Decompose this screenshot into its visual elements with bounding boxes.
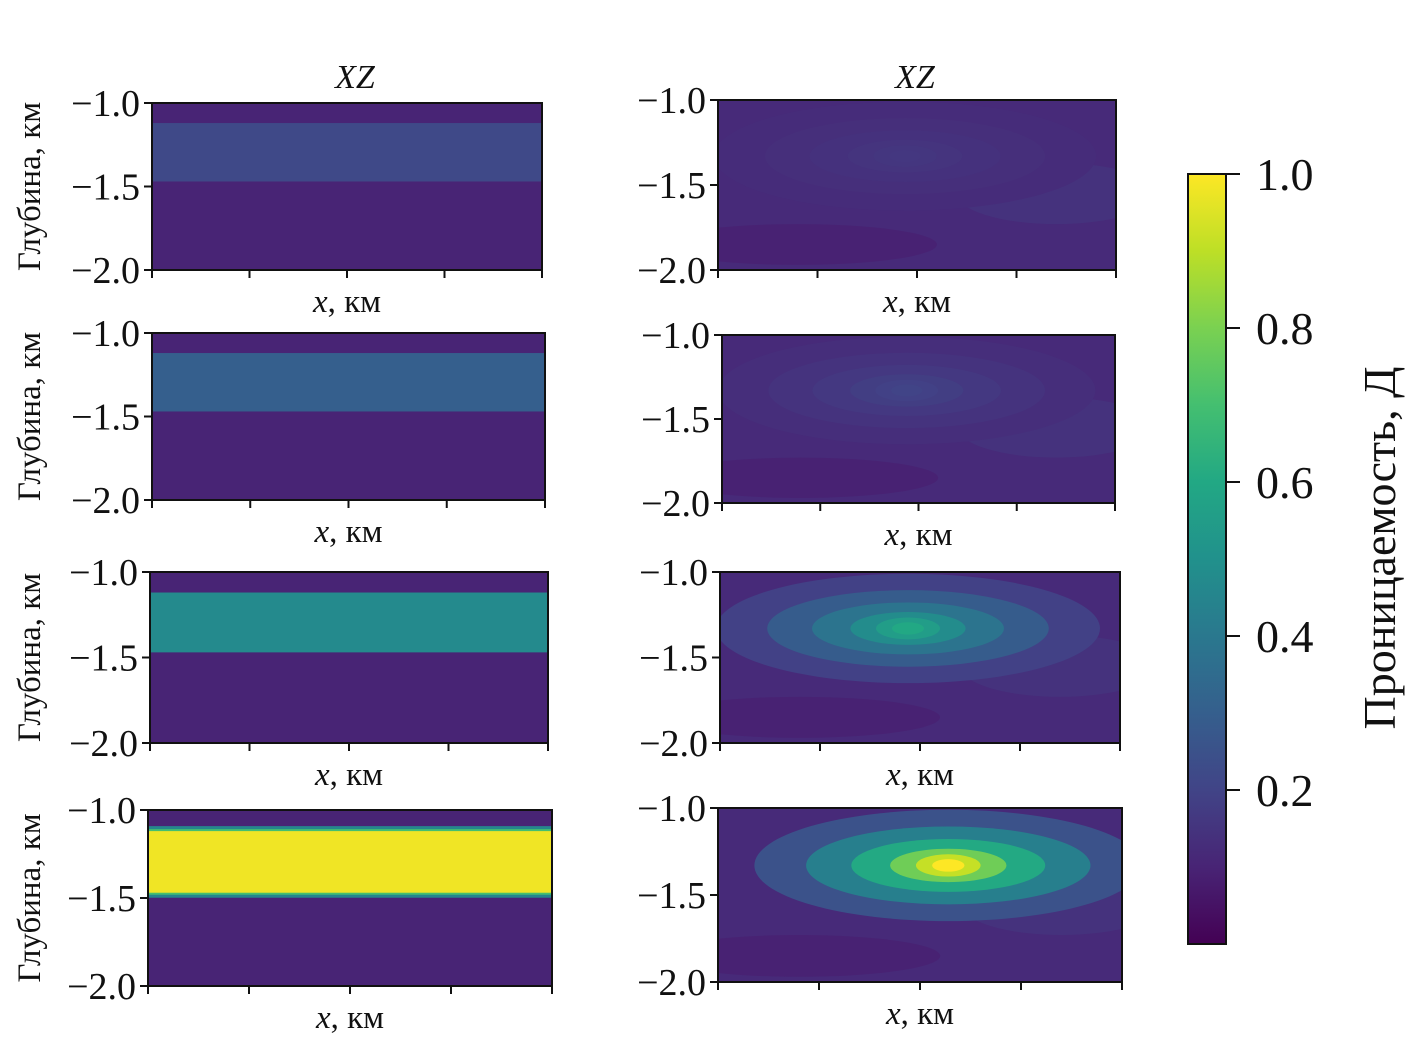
contour-level [892, 622, 924, 635]
panel-field [722, 335, 1115, 503]
panel-r3-c1: −1.0 −1.5 −2.0 x, км Глубина, км [12, 552, 549, 793]
y-tick-label: −1.5 [639, 638, 708, 680]
column-title-left: XZ [333, 59, 376, 96]
y-axis-label: Глубина, км [12, 573, 48, 742]
y-tick-label: −2.0 [71, 250, 140, 292]
low-zone [722, 457, 939, 498]
colorbar-tick-label: 1.0 [1256, 149, 1314, 200]
panel-r2-c1: −1.0 −1.5 −2.0 x, км Глубина, км [12, 313, 546, 550]
panel-r1-c1: −1.0 −1.5 −2.0 x, км Глубина, км [12, 83, 543, 320]
permeable-layer [148, 831, 552, 893]
colorbar-gradient [1187, 173, 1227, 945]
panel-field [718, 100, 1116, 270]
y-tick-label: −1.0 [641, 315, 710, 357]
y-axis-label: Глубина, км [12, 813, 48, 982]
colorbar-tick-label: 0.6 [1256, 457, 1314, 508]
y-tick-label: −1.0 [71, 313, 140, 355]
y-tick-label: −2.0 [637, 250, 706, 292]
panel-r4-c1: −1.0 −1.5 −2.0 x, км Глубина, км [12, 790, 553, 1036]
y-tick-label: −1.5 [637, 875, 706, 917]
column-title-right: XZ [893, 59, 936, 96]
y-tick-label: −1.5 [71, 167, 140, 209]
y-tick-label: −1.0 [69, 552, 138, 594]
colorbar-label: Проницаемость, Д [1354, 366, 1405, 729]
x-axis-label: x, км [882, 284, 951, 320]
permeable-layer [152, 123, 542, 182]
y-tick-label: −1.5 [71, 397, 140, 439]
contour-level [890, 384, 923, 397]
x-axis-label: x, км [314, 757, 383, 793]
panel-field [148, 810, 552, 986]
y-tick-label: −1.5 [69, 638, 138, 680]
panel-field [718, 808, 1122, 982]
y-tick-label: −1.0 [637, 80, 706, 122]
x-axis-label: x, км [885, 996, 954, 1032]
y-tick-label: −2.0 [641, 483, 710, 525]
x-axis-label: x, км [883, 517, 952, 553]
panels-group: −1.0 −1.5 −2.0 x, км Глубина, км −1.0 −1.5 −2.0… [12, 80, 1123, 1036]
y-tick-label: −2.0 [71, 480, 140, 522]
y-axis-label: Глубина, км [12, 332, 48, 501]
colorbar: 1.0 0.8 0.6 0.4 0.2 Проницаемость, Д [1187, 149, 1405, 945]
x-axis-label: x, км [885, 757, 954, 793]
y-tick-label: −2.0 [69, 723, 138, 765]
x-axis-label: x, км [313, 514, 382, 550]
y-tick-label: −2.0 [67, 966, 136, 1008]
panel-field [150, 572, 548, 743]
panel-r4-c2: −1.0 −1.5 −2.0 x, км [637, 788, 1123, 1032]
x-axis-label: x, км [312, 284, 381, 320]
y-tick-label: −1.0 [67, 790, 136, 832]
panel-field [720, 572, 1120, 743]
colorbar-tick-label: 0.2 [1256, 765, 1314, 816]
x-axis-label: x, км [315, 1000, 384, 1036]
colorbar-tick-label: 0.4 [1256, 611, 1314, 662]
panel-r2-c2: −1.0 −1.5 −2.0 x, км [641, 315, 1116, 553]
y-tick-label: −1.5 [641, 399, 710, 441]
permeable-layer [150, 592, 548, 653]
panel-field [152, 103, 542, 270]
low-zone [720, 696, 940, 738]
panel-field [152, 333, 545, 500]
panel-r1-c2: −1.0 −1.5 −2.0 x, км [637, 80, 1117, 320]
y-tick-label: −2.0 [639, 723, 708, 765]
y-tick-label: −2.0 [637, 962, 706, 1004]
permeable-layer [152, 353, 545, 412]
y-tick-label: −1.5 [67, 878, 136, 920]
contour-level [932, 859, 965, 872]
y-tick-label: −1.5 [637, 165, 706, 207]
colorbar-ticks: 1.0 0.8 0.6 0.4 0.2 [1226, 149, 1314, 816]
panel-r3-c2: −1.0 −1.5 −2.0 x, км [639, 552, 1121, 793]
y-tick-label: −1.0 [639, 552, 708, 594]
contour-level [889, 149, 921, 163]
colorbar-tick-label: 0.8 [1256, 303, 1314, 354]
y-axis-label: Глубина, км [12, 102, 48, 271]
y-tick-label: −1.0 [637, 788, 706, 830]
low-zone [718, 224, 937, 265]
y-tick-label: −1.0 [71, 83, 140, 125]
low-zone [718, 935, 941, 977]
